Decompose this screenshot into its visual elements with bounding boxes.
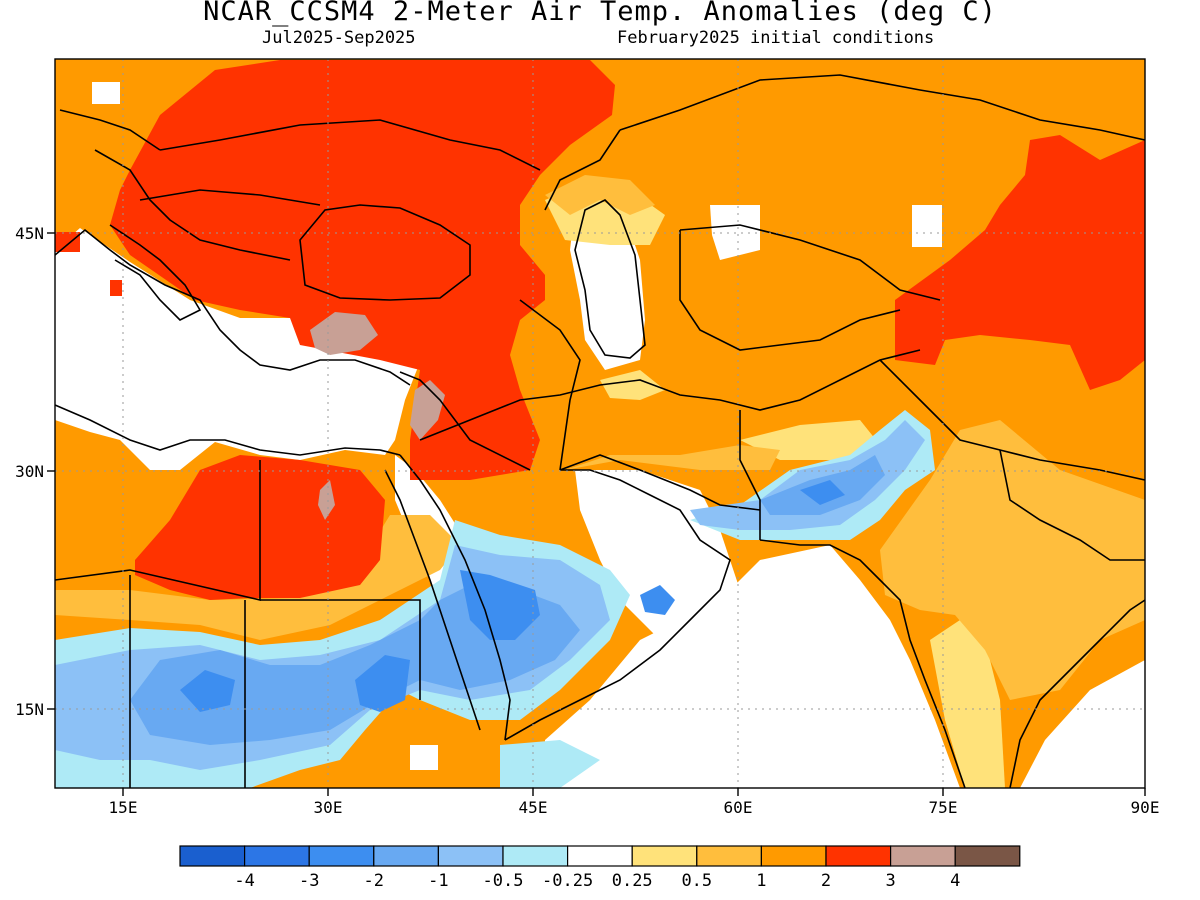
colorbar: -4 -3 -2 -1 -0.5 -0.25 0.25 0.5 1 2 3 4 <box>179 845 1021 891</box>
colorbar-swatch <box>631 845 698 867</box>
anomaly-3-4-fill <box>310 312 445 520</box>
colorbar-swatch <box>373 845 439 867</box>
colorbar-swatch <box>760 845 827 867</box>
anomaly-0.5-1-fill <box>55 175 1145 700</box>
colorbar-label: 0.25 <box>612 871 653 891</box>
lon-label-45e: 45E <box>519 798 548 817</box>
axis-ticks <box>47 232 1146 796</box>
lat-label-30n: 30N <box>15 462 44 481</box>
colorbar-label: 3 <box>885 871 895 891</box>
colorbar-label: 4 <box>950 871 960 891</box>
colorbar-swatch <box>954 845 1021 867</box>
colorbar-swatch <box>696 845 762 867</box>
lon-label-15e: 15E <box>109 798 138 817</box>
colorbar-label: 2 <box>821 871 831 891</box>
lat-label-15n: 15N <box>15 700 44 719</box>
colorbar-swatch <box>437 845 504 867</box>
colorbar-swatch <box>308 845 375 867</box>
graticule <box>55 59 1145 788</box>
lat-label-45n: 45N <box>15 224 44 243</box>
colorbar-swatch <box>179 845 246 867</box>
map-panel <box>55 59 1145 788</box>
colorbar-label: -4 <box>234 871 254 891</box>
lon-label-30e: 30E <box>314 798 343 817</box>
colorbar-swatch <box>502 845 569 867</box>
colorbar-swatch <box>244 845 310 867</box>
anomaly-neg2-neg3-fill <box>180 480 845 712</box>
colorbar-label: -3 <box>299 871 319 891</box>
colorbar-label: 0.5 <box>681 871 712 891</box>
lon-label-90e: 90E <box>1131 798 1160 817</box>
colorbar-swatch <box>566 845 633 867</box>
coastlines-borders <box>55 74 1145 788</box>
lon-label-75e: 75E <box>929 798 958 817</box>
map-title: NCAR_CCSM4 2-Meter Air Temp. Anomalies (… <box>203 0 997 27</box>
colorbar-label: -1 <box>428 871 448 891</box>
colorbar-label: -0.5 <box>483 871 524 891</box>
colorbar-swatch <box>825 845 892 867</box>
colorbar-label: -2 <box>364 871 384 891</box>
map-frame <box>54 58 1146 789</box>
forecast-period: Jul2025-Sep2025 <box>262 28 416 48</box>
initial-conditions: February2025 initial conditions <box>617 28 935 48</box>
colorbar-label: 1 <box>756 871 766 891</box>
lon-label-60e: 60E <box>724 798 753 817</box>
colorbar-swatch <box>889 845 956 867</box>
colorbar-label: -0.25 <box>542 871 593 891</box>
